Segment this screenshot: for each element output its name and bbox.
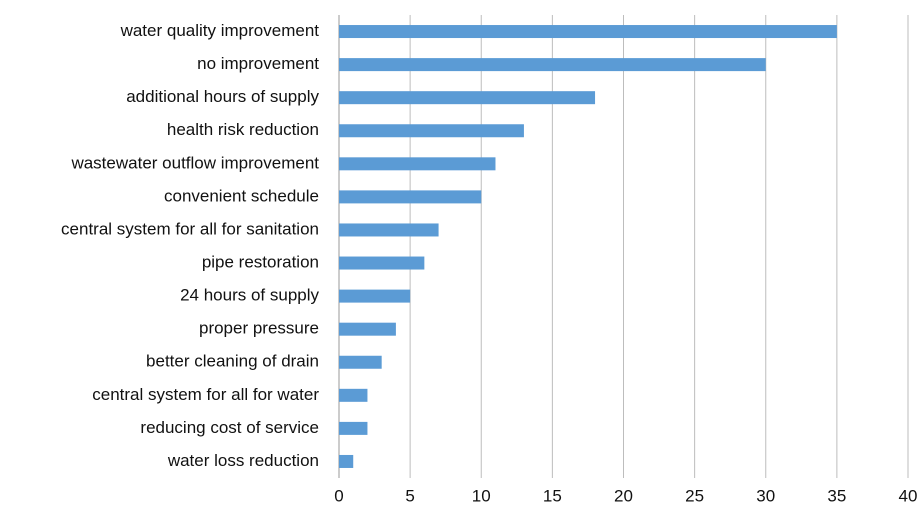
y-tick-label: 24 hours of supply (180, 286, 319, 305)
y-tick-label: central system for all for sanitation (61, 219, 319, 238)
bar (339, 289, 411, 303)
y-tick-label: convenient schedule (164, 186, 319, 205)
y-tick-label: proper pressure (199, 319, 319, 338)
x-tick-label: 20 (614, 486, 633, 505)
bar (339, 421, 368, 435)
x-tick-label: 40 (899, 486, 918, 505)
y-tick-label: central system for all for water (92, 385, 319, 404)
bar (339, 58, 766, 72)
x-tick-label: 35 (827, 486, 846, 505)
y-tick-label: additional hours of supply (126, 87, 319, 106)
y-tick-label: water loss reduction (167, 451, 319, 470)
bar (339, 157, 496, 171)
y-tick-label: water quality improvement (120, 21, 320, 40)
bar (339, 322, 396, 336)
bar (339, 454, 354, 468)
y-tick-label: pipe restoration (202, 253, 319, 272)
y-tick-label: health risk reduction (167, 120, 319, 139)
x-tick-label: 15 (543, 486, 562, 505)
bar (339, 256, 425, 270)
bar (339, 91, 596, 105)
bar (339, 388, 368, 402)
x-tick-label: 0 (334, 486, 343, 505)
y-tick-label: reducing cost of service (140, 418, 319, 437)
bar (339, 25, 837, 39)
bar (339, 190, 482, 204)
bar (339, 124, 524, 138)
x-tick-label: 10 (472, 486, 491, 505)
bar (339, 223, 439, 237)
y-tick-label: wastewater outflow improvement (70, 153, 319, 172)
bar (339, 355, 382, 369)
x-tick-label: 30 (756, 486, 775, 505)
y-tick-label: no improvement (197, 54, 319, 73)
x-tick-label: 25 (685, 486, 704, 505)
y-tick-label: better cleaning of drain (146, 352, 319, 371)
x-tick-label: 5 (405, 486, 414, 505)
